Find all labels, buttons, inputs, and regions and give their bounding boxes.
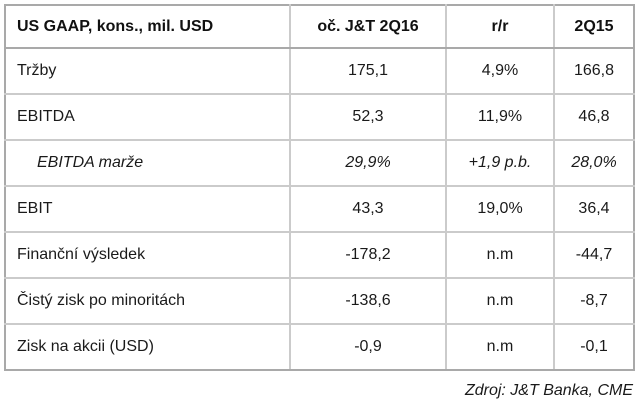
cell-estimate-value: 52,3 <box>289 93 447 141</box>
table-row: Čistý zisk po minoritách -138,6 n.m -8,7 <box>4 277 635 325</box>
cell-estimate-value: 43,3 <box>289 185 447 233</box>
cell-estimate-value: -138,6 <box>289 277 447 325</box>
cell-2q15-value: -0,1 <box>553 323 635 371</box>
row-label: Tržby <box>4 47 291 95</box>
table-row: EBIT 43,3 19,0% 36,4 <box>4 185 635 233</box>
cell-yoy-value: 4,9% <box>445 47 555 95</box>
row-label: EBIT <box>4 185 291 233</box>
cell-yoy-value: +1,9 p.b. <box>445 139 555 187</box>
cell-yoy-value: n.m <box>445 277 555 325</box>
column-header-metric: US GAAP, kons., mil. USD <box>4 4 291 49</box>
table-header: US GAAP, kons., mil. USD oč. J&T 2Q16 r/… <box>4 4 635 49</box>
cell-2q15-value: 46,8 <box>553 93 635 141</box>
cell-estimate-value: -0,9 <box>289 323 447 371</box>
financial-results-table: US GAAP, kons., mil. USD oč. J&T 2Q16 r/… <box>4 4 635 371</box>
column-header-yoy: r/r <box>445 4 555 49</box>
cell-2q15-value: 166,8 <box>553 47 635 95</box>
cell-estimate-value: -178,2 <box>289 231 447 279</box>
table-row: Tržby 175,1 4,9% 166,8 <box>4 47 635 95</box>
cell-2q15-value: -44,7 <box>553 231 635 279</box>
cell-estimate-value: 29,9% <box>289 139 447 187</box>
table-body: Tržby 175,1 4,9% 166,8 EBITDA 52,3 11,9%… <box>4 47 635 371</box>
cell-2q15-value: 36,4 <box>553 185 635 233</box>
source-note-wrap: Zdroj: J&T Banka, CME <box>4 377 633 400</box>
cell-yoy-value: 19,0% <box>445 185 555 233</box>
cell-yoy-value: n.m <box>445 231 555 279</box>
cell-yoy-value: 11,9% <box>445 93 555 141</box>
cell-2q15-value: 28,0% <box>553 139 635 187</box>
column-header-estimate-2q16: oč. J&T 2Q16 <box>289 4 447 49</box>
table-row: Zisk na akcii (USD) -0,9 n.m -0,1 <box>4 323 635 371</box>
row-label: Zisk na akcii (USD) <box>4 323 291 371</box>
row-label: EBITDA marže <box>4 139 291 187</box>
header-row: US GAAP, kons., mil. USD oč. J&T 2Q16 r/… <box>4 4 635 49</box>
cell-yoy-value: n.m <box>445 323 555 371</box>
cell-estimate-value: 175,1 <box>289 47 447 95</box>
cell-2q15-value: -8,7 <box>553 277 635 325</box>
column-header-2q15: 2Q15 <box>553 4 635 49</box>
financial-results-table-wrap: US GAAP, kons., mil. USD oč. J&T 2Q16 r/… <box>4 4 635 371</box>
source-note: Zdroj: J&T Banka, CME <box>464 382 633 399</box>
row-label: Čistý zisk po minoritách <box>4 277 291 325</box>
table-row: EBITDA marže 29,9% +1,9 p.b. 28,0% <box>4 139 635 187</box>
table-row: Finanční výsledek -178,2 n.m -44,7 <box>4 231 635 279</box>
row-label: Finanční výsledek <box>4 231 291 279</box>
table-row: EBITDA 52,3 11,9% 46,8 <box>4 93 635 141</box>
row-label: EBITDA <box>4 93 291 141</box>
